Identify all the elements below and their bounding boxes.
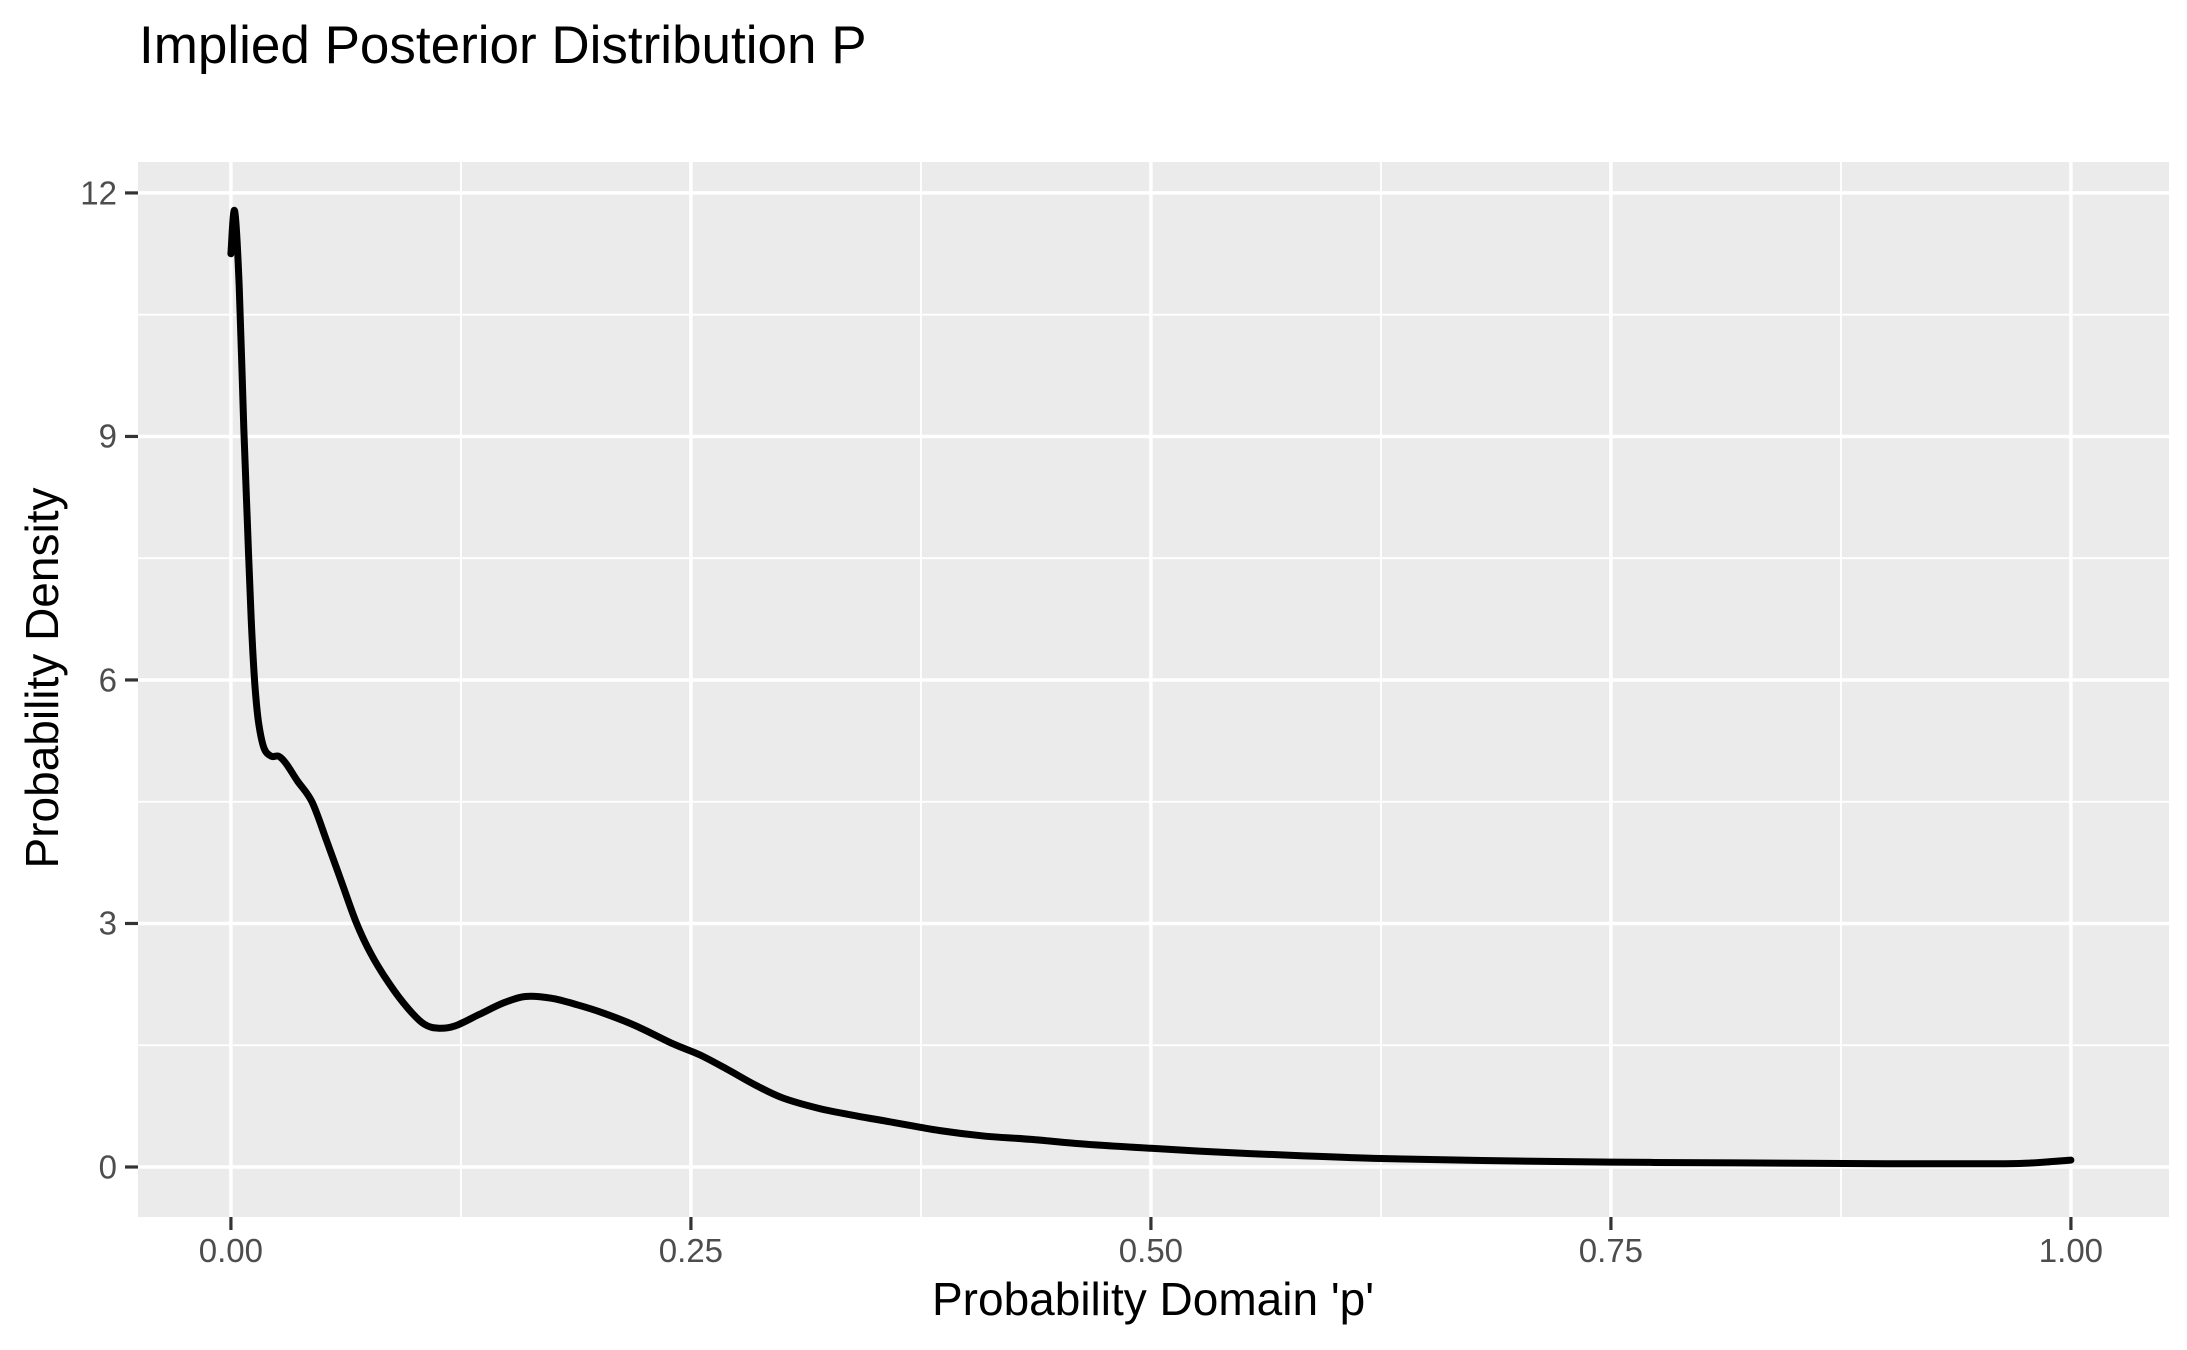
x-tick-label: 1.00 <box>2038 1232 2104 1269</box>
x-tick-label: 0.25 <box>658 1232 724 1269</box>
x-tick-label: 0.50 <box>1118 1232 1184 1269</box>
x-tick-label: 0.75 <box>1578 1232 1644 1269</box>
y-tick-label: 0 <box>98 1148 117 1186</box>
density-curve <box>227 207 2075 1168</box>
y-tick-label: 9 <box>98 417 117 455</box>
y-tick-label: 6 <box>98 661 117 699</box>
x-axis-title: Probability Domain 'p' <box>932 1273 1374 1325</box>
y-tick-label: 3 <box>98 904 117 942</box>
x-tick-label: 0.00 <box>198 1232 264 1269</box>
plot-title: Implied Posterior Distribution P <box>139 16 867 75</box>
panel-background <box>138 162 2169 1217</box>
y-tick-label: 12 <box>80 174 117 212</box>
